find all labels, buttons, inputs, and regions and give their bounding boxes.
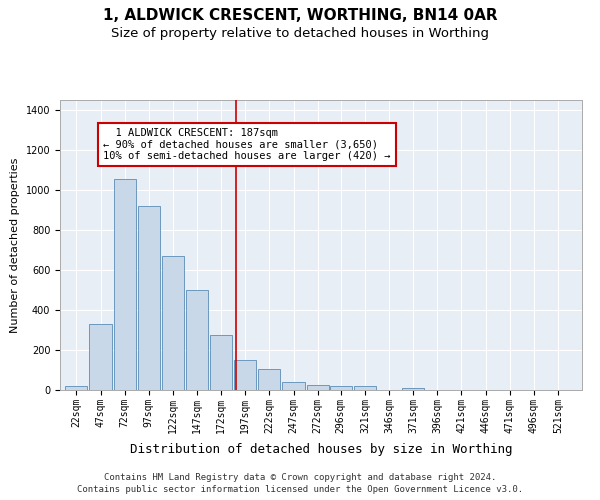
- Bar: [329, 386, 352, 390]
- Bar: [354, 386, 376, 390]
- Bar: [113, 179, 136, 390]
- Text: Distribution of detached houses by size in Worthing: Distribution of detached houses by size …: [130, 442, 512, 456]
- Y-axis label: Number of detached properties: Number of detached properties: [10, 158, 20, 332]
- Text: Contains HM Land Registry data © Crown copyright and database right 2024.: Contains HM Land Registry data © Crown c…: [104, 472, 496, 482]
- Text: Contains public sector information licensed under the Open Government Licence v3: Contains public sector information licen…: [77, 485, 523, 494]
- Bar: [186, 290, 208, 390]
- Bar: [210, 335, 232, 390]
- Bar: [65, 386, 88, 390]
- Bar: [258, 369, 280, 390]
- Text: 1 ALDWICK CRESCENT: 187sqm
← 90% of detached houses are smaller (3,650)
10% of s: 1 ALDWICK CRESCENT: 187sqm ← 90% of deta…: [103, 128, 391, 161]
- Bar: [137, 206, 160, 390]
- Bar: [162, 256, 184, 390]
- Bar: [402, 388, 424, 390]
- Text: 1, ALDWICK CRESCENT, WORTHING, BN14 0AR: 1, ALDWICK CRESCENT, WORTHING, BN14 0AR: [103, 8, 497, 22]
- Bar: [234, 360, 256, 390]
- Bar: [283, 382, 305, 390]
- Bar: [89, 324, 112, 390]
- Bar: [307, 385, 329, 390]
- Text: Size of property relative to detached houses in Worthing: Size of property relative to detached ho…: [111, 28, 489, 40]
